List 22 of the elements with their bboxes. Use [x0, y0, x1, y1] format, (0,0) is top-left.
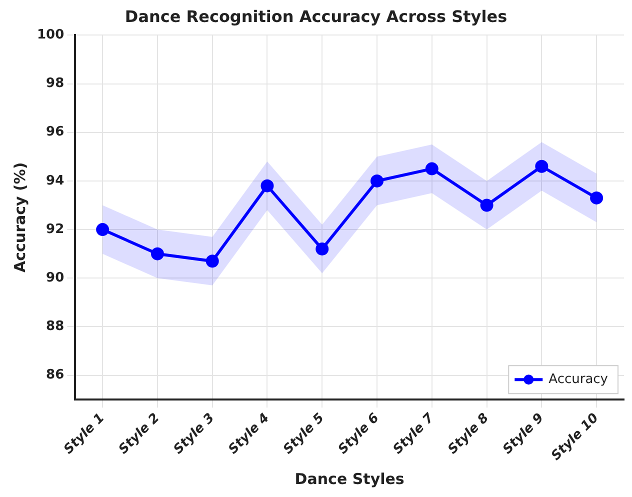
y-tick-label: 90	[46, 270, 64, 286]
point	[316, 242, 329, 256]
y-tick-label: 94	[46, 173, 64, 188]
y-axis-title: Accuracy (%)	[10, 162, 29, 273]
y-tick-label: 100	[36, 28, 64, 43]
point	[96, 223, 110, 236]
y-tick-label: 92	[46, 222, 64, 237]
y-tick-label: 96	[46, 124, 64, 140]
y-tick-label: 88	[46, 319, 64, 334]
point	[206, 254, 219, 268]
point	[370, 174, 384, 188]
point	[480, 198, 494, 212]
y-tick-label: 98	[46, 76, 64, 92]
point	[590, 191, 604, 204]
x-axis-title: Dance Styles	[294, 470, 404, 488]
point	[535, 160, 548, 173]
legend-label: Accuracy	[548, 372, 608, 387]
point	[150, 247, 164, 260]
y-tick-label: 86	[46, 368, 64, 383]
point	[425, 162, 438, 176]
point	[260, 179, 274, 192]
chart-title: Dance Recognition Accuracy Across Styles	[124, 6, 508, 26]
